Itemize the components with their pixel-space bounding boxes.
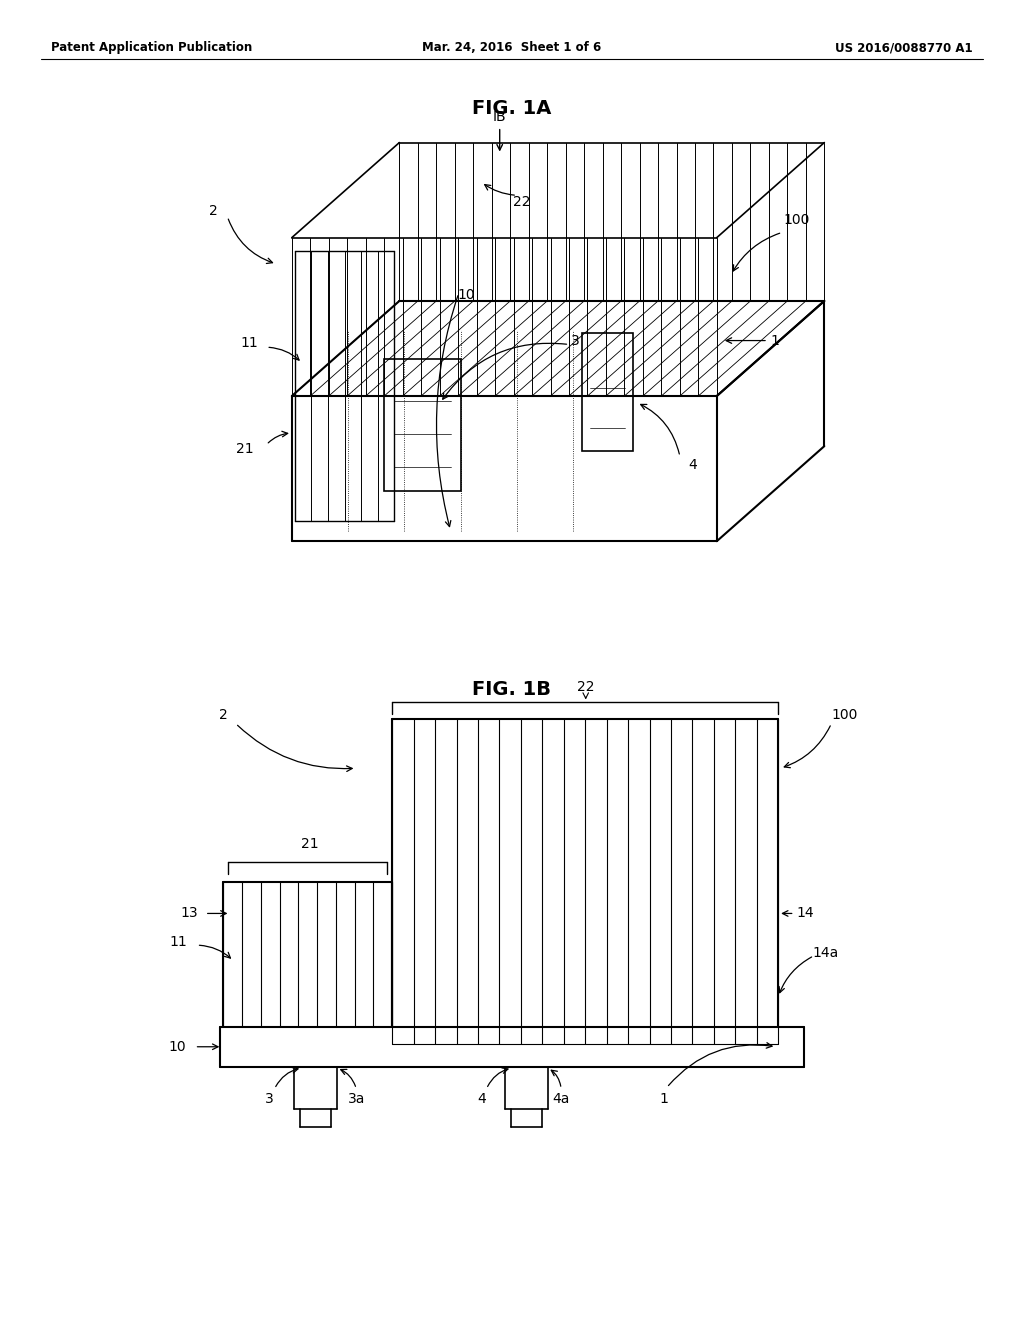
Text: 21: 21 — [301, 837, 319, 851]
Bar — [582, 333, 633, 451]
Text: Patent Application Publication: Patent Application Publication — [51, 41, 253, 54]
Text: 14: 14 — [797, 907, 814, 920]
Text: 100: 100 — [783, 214, 810, 227]
Text: 11: 11 — [170, 936, 187, 949]
Bar — [384, 359, 461, 491]
Text: 11: 11 — [241, 337, 258, 350]
Text: 22: 22 — [577, 680, 595, 694]
Text: 10: 10 — [457, 288, 475, 302]
Text: 21: 21 — [237, 442, 254, 455]
Text: 3a: 3a — [348, 1092, 365, 1106]
Text: 2: 2 — [219, 709, 227, 722]
Text: 4: 4 — [688, 458, 697, 471]
Text: 1: 1 — [770, 334, 779, 347]
Text: FIG. 1A: FIG. 1A — [472, 99, 552, 117]
Text: 4a: 4a — [553, 1092, 569, 1106]
Text: 3: 3 — [265, 1092, 273, 1106]
Text: 10: 10 — [169, 1040, 186, 1053]
Text: IB: IB — [493, 110, 507, 124]
Text: FIG. 1B: FIG. 1B — [472, 680, 552, 698]
Text: 13: 13 — [180, 907, 198, 920]
Text: 22: 22 — [513, 195, 531, 209]
Text: 2: 2 — [209, 205, 217, 218]
Text: Mar. 24, 2016  Sheet 1 of 6: Mar. 24, 2016 Sheet 1 of 6 — [422, 41, 602, 54]
Text: 1: 1 — [659, 1092, 668, 1106]
Text: 14a: 14a — [812, 946, 839, 960]
Text: 100: 100 — [831, 709, 858, 722]
Text: 3: 3 — [571, 334, 581, 347]
Text: US 2016/0088770 A1: US 2016/0088770 A1 — [836, 41, 973, 54]
Text: 4: 4 — [477, 1092, 485, 1106]
